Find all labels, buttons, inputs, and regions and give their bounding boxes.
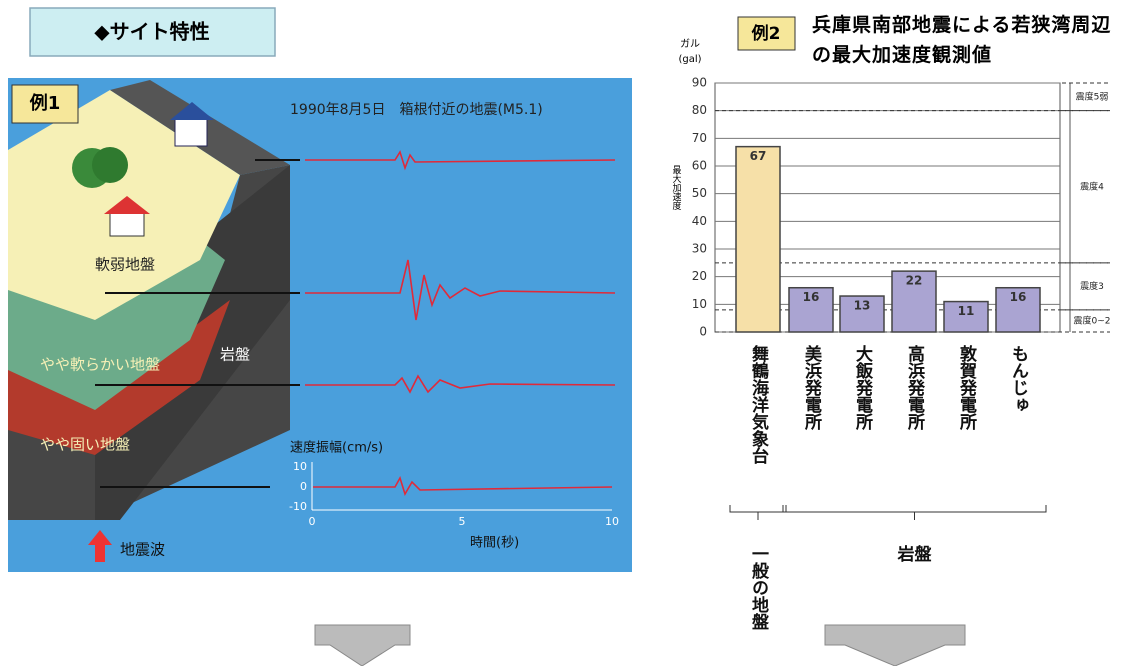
y-tick-label: 30 — [692, 242, 707, 256]
wave-label: 地震波 — [120, 541, 165, 559]
header-title: ◆サイト特性 — [94, 20, 209, 44]
value-label: 16 — [803, 290, 820, 304]
category-label: 敦賀発電所 — [956, 344, 978, 431]
y-tick-label: 0 — [699, 325, 707, 339]
layer-label: 岩盤 — [220, 346, 250, 364]
chart-title-box: 兵庫県南部地震による若狭湾周辺の最大加速度観測値 — [812, 10, 1122, 72]
y-unit-sub: (gal) — [678, 54, 701, 65]
value-label: 11 — [958, 304, 975, 318]
value-label: 16 — [1010, 290, 1027, 304]
time-label: 時間(秒) — [470, 536, 519, 551]
value-label: 22 — [906, 274, 923, 288]
house-icon — [110, 212, 144, 236]
y-tick-label: 50 — [692, 186, 707, 200]
category-label: 高浜発電所 — [904, 344, 926, 431]
group-brace — [730, 505, 786, 520]
wave-x-tick: 10 — [605, 515, 619, 528]
category-label: 美浜発電所 — [801, 344, 823, 431]
y-tick-label: 60 — [692, 159, 707, 173]
wave-x-tick: 0 — [309, 515, 316, 528]
category-label: 舞鶴海洋気象台 — [748, 344, 770, 465]
category-label: 大飯発電所 — [852, 344, 874, 431]
y-tick-label: 90 — [692, 76, 707, 90]
y-tick-label: 80 — [692, 103, 707, 117]
group-label: 一般の地盤 — [748, 545, 769, 630]
y-tick-label: 10 — [692, 297, 707, 311]
example1-title: 1990年8月5日 箱根付近の地震(M5.1) — [290, 102, 543, 118]
velocity-label: 速度振幅(cm/s) — [290, 440, 383, 456]
chart-title: 兵庫県南部地震による若狭湾周辺の最大加速度観測値 — [812, 10, 1122, 70]
wave-y-tick: 0 — [300, 480, 307, 493]
y-unit: ガル — [680, 38, 700, 50]
category-label: もんじゅ — [1008, 345, 1029, 413]
band-label: 震度3 — [1080, 280, 1104, 292]
down-arrow — [315, 625, 410, 666]
y-tick-label: 40 — [692, 214, 707, 228]
group-label: 岩盤 — [897, 544, 933, 565]
band-label: 震度4 — [1080, 180, 1104, 192]
down-arrow — [825, 625, 965, 666]
wave-y-tick: 10 — [293, 460, 307, 473]
layer-label: 軟弱地盤 — [95, 256, 155, 274]
tree — [92, 147, 128, 183]
wave-x-tick: 5 — [459, 515, 466, 528]
band-label: 震度5弱 — [1076, 90, 1109, 102]
example1-tag: 例1 — [29, 92, 61, 114]
wave-y-tick: -10 — [289, 500, 307, 513]
page: ◆サイト特性 例1 1990年8月5日 箱根付近の地震(M5.1) 軟弱地盤 や… — [0, 0, 1127, 666]
example2-tag: 例2 — [751, 23, 781, 44]
value-label: 13 — [854, 299, 871, 313]
bar — [736, 147, 780, 332]
layer-label: やや軟らかい地盤 — [40, 356, 160, 374]
house-icon — [175, 118, 207, 146]
value-label: 67 — [750, 149, 767, 163]
band-label: 震度0~2 — [1074, 314, 1111, 326]
group-brace — [783, 505, 1046, 520]
y-tick-label: 20 — [692, 269, 707, 283]
layer-label: やや固い地盤 — [40, 436, 130, 454]
y-tick-label: 70 — [692, 131, 707, 145]
y-label: 最大加速度 — [671, 165, 682, 211]
